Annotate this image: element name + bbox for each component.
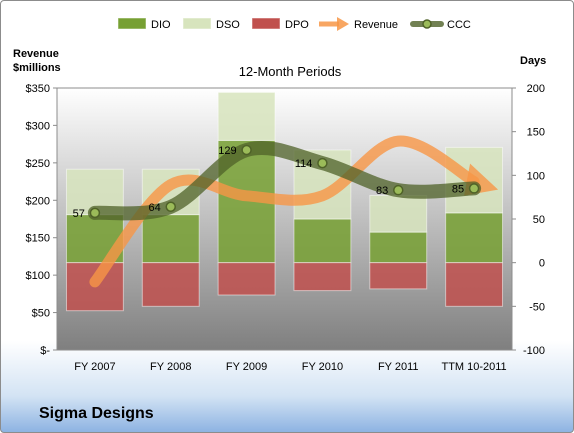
dpo-bar [445, 262, 504, 307]
legend-dio-swatch [117, 17, 147, 30]
ccc-data-label: 114 [295, 158, 313, 170]
ccc-data-label: 129 [218, 145, 236, 157]
left-axis-label-line1: Revenue [13, 48, 59, 60]
legend-dso-swatch [182, 17, 212, 30]
right-tick-label: 200 [527, 83, 545, 95]
category-label: FY 2009 [226, 361, 267, 373]
ccc-marker [241, 144, 252, 156]
dio-bar [369, 231, 428, 264]
ccc-data-label: 57 [73, 208, 85, 220]
dpo-bar [141, 262, 200, 307]
legend-revenue-arrowhead [337, 17, 349, 31]
right-tick-label: 50 [533, 214, 545, 226]
left-tick-label: $50 [32, 308, 50, 320]
right-tick-label: -50 [529, 301, 545, 313]
category-label: FY 2007 [74, 361, 115, 373]
left-tick-label: $- [40, 345, 50, 357]
legend-dso-label: DSO [216, 19, 240, 31]
revenue-line [89, 135, 480, 288]
dio-bar [141, 214, 200, 264]
legend-dpo-label: DPO [285, 19, 309, 31]
left-tick-label: $300 [26, 120, 50, 132]
chart-title: 12-Month Periods [239, 64, 342, 79]
dpo-bar [293, 262, 352, 292]
dpo-bar [369, 262, 428, 290]
legend-ccc-label: CCC [447, 19, 471, 31]
right-axis-label: Days [520, 55, 546, 67]
right-tick-label: 150 [527, 127, 545, 139]
left-axis-label-line2: $millions [13, 62, 61, 74]
left-tick-label: $350 [26, 83, 50, 95]
ccc-marker [393, 184, 404, 196]
left-tick-label: $200 [26, 195, 50, 207]
legend-revenue-label: Revenue [354, 19, 398, 31]
right-tick-label: 0 [539, 258, 545, 270]
left-tick-label: $100 [26, 270, 50, 282]
category-label: FY 2010 [302, 361, 343, 373]
dio-bar [293, 218, 352, 264]
category-label: FY 2008 [150, 361, 191, 373]
dso-bar [369, 194, 428, 233]
category-label: TTM 10-2011 [441, 361, 506, 373]
left-tick-label: $250 [26, 158, 50, 170]
dio-bar [445, 212, 504, 264]
right-tick-label: 100 [527, 170, 545, 182]
ccc-marker [165, 201, 176, 213]
category-label: FY 2011 [378, 361, 419, 373]
legend-dpo-swatch [251, 17, 281, 30]
ccc-marker [317, 157, 328, 169]
ccc-data-label: 83 [376, 185, 388, 197]
dso-bar [217, 91, 276, 141]
ccc-data-label: 64 [149, 202, 161, 214]
ccc-marker [468, 183, 480, 194]
legend-ccc-marker [422, 19, 432, 29]
dpo-bar [217, 262, 276, 296]
ccc-data-label: 85 [452, 183, 464, 195]
ccc-marker [89, 207, 101, 219]
legend-dio-label: DIO [151, 19, 171, 31]
company-name: Sigma Designs [39, 405, 154, 422]
left-tick-label: $150 [26, 233, 50, 245]
right-tick-label: -100 [523, 345, 545, 357]
